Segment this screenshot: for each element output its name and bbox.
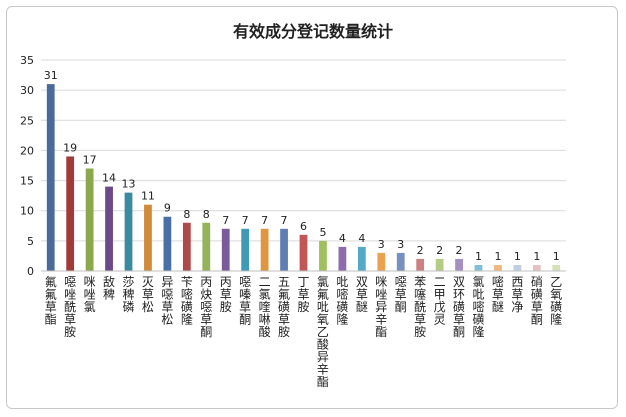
bar <box>280 228 288 271</box>
y-tick-label: 5 <box>27 235 34 248</box>
y-axis-ticks: 0 5 10 15 20 25 30 35 <box>20 54 34 278</box>
bar <box>455 258 463 271</box>
bar <box>474 264 483 271</box>
chart-title: 有效成分登记数量统计 <box>233 22 393 41</box>
x-category-label: 丙炔噁草酮 <box>200 275 212 339</box>
x-category-label: 氟氟草酯 <box>45 275 57 327</box>
x-category-label: 五氟磺草胺 <box>278 275 290 339</box>
bar <box>202 222 211 271</box>
bar <box>357 246 366 271</box>
data-label: 17 <box>83 154 97 167</box>
bars <box>46 84 561 271</box>
bar <box>299 234 308 271</box>
bar <box>260 228 269 271</box>
data-label: 2 <box>456 244 463 257</box>
bar <box>144 204 152 271</box>
data-label: 13 <box>122 178 136 191</box>
bar <box>241 228 250 271</box>
data-label: 1 <box>475 250 482 263</box>
y-tick-label: 35 <box>20 54 34 67</box>
data-label: 14 <box>102 172 116 185</box>
bar <box>435 258 444 271</box>
data-label: 31 <box>44 69 58 82</box>
data-label: 4 <box>358 232 365 245</box>
x-category-label: 吡嘧磺隆 <box>336 275 348 327</box>
bar <box>416 258 425 271</box>
data-label: 11 <box>141 190 155 203</box>
data-label: 4 <box>339 232 346 245</box>
x-category-label: 苯噻酰草胺 <box>414 275 426 339</box>
data-label: 1 <box>494 250 501 263</box>
data-label: 9 <box>164 202 171 215</box>
bar <box>396 252 405 271</box>
x-axis-categories: 氟氟草酯噁唑酰草胺咪唑氯敌稗莎稗磷灭草松异噁草松苄嘧磺隆丙炔噁草酮丙草胺噁嗪草酮… <box>45 274 563 389</box>
x-category-label: 双环磺草酮 <box>453 275 465 339</box>
x-category-label: 异噁草松 <box>161 275 173 327</box>
data-label: 7 <box>242 214 249 227</box>
bar <box>319 240 327 271</box>
data-label: 2 <box>436 244 443 257</box>
x-category-label: 西草净 <box>511 275 523 314</box>
data-label: 6 <box>300 220 307 233</box>
gridlines <box>41 59 566 242</box>
x-category-label: 丙草胺 <box>220 275 232 314</box>
data-label: 7 <box>261 214 268 227</box>
x-category-label: 二氯喹啉酸 <box>259 275 271 339</box>
y-tick-label: 0 <box>27 265 34 278</box>
bar <box>494 264 502 271</box>
x-category-label: 氯吡嘧磺隆 <box>472 275 484 339</box>
bar <box>46 84 55 271</box>
bar <box>221 228 230 271</box>
data-label: 5 <box>319 226 326 239</box>
bar <box>338 246 347 271</box>
x-category-label: 噁草酮 <box>395 275 407 314</box>
x-category-label: 咪唑异辛酯 <box>375 275 387 339</box>
x-category-label: 氯氟吡氧乙酸异辛酯 <box>317 275 329 389</box>
bar <box>124 192 133 271</box>
x-category-label: 灭草松 <box>142 275 154 314</box>
bar <box>513 264 522 271</box>
data-label: 8 <box>183 208 190 221</box>
bar <box>66 156 75 271</box>
bar <box>377 252 386 271</box>
y-tick-label: 25 <box>20 114 34 127</box>
data-label: 1 <box>533 250 540 263</box>
y-tick-label: 30 <box>20 84 34 97</box>
data-label: 8 <box>203 208 210 221</box>
x-category-label: 丁草胺 <box>297 275 309 314</box>
bar <box>532 264 541 271</box>
bar <box>163 216 172 271</box>
bar <box>85 168 94 271</box>
data-label: 1 <box>553 250 560 263</box>
x-category-label: 莎稗磷 <box>122 275 134 314</box>
bar <box>552 264 561 271</box>
x-category-label: 敌稗 <box>103 274 115 302</box>
data-label: 1 <box>514 250 521 263</box>
x-category-label: 硝磺草酮 <box>531 275 543 327</box>
x-category-label: 二甲戊灵 <box>434 275 446 327</box>
x-category-label: 噁唑酰草胺 <box>64 275 76 339</box>
y-tick-label: 10 <box>20 205 34 218</box>
x-category-label: 咪唑氯 <box>84 275 96 314</box>
x-category-label: 噁嗪草酮 <box>239 275 251 327</box>
bar <box>182 222 191 271</box>
data-label: 3 <box>378 238 385 251</box>
x-category-label: 苄嘧磺隆 <box>181 275 193 327</box>
data-label: 3 <box>397 238 404 251</box>
bar <box>105 186 113 271</box>
y-tick-label: 20 <box>20 144 34 157</box>
data-label: 19 <box>63 141 77 154</box>
data-label: 7 <box>222 214 229 227</box>
x-category-label: 嘧草醚 <box>492 275 504 314</box>
data-label: 7 <box>281 214 288 227</box>
data-label: 2 <box>417 244 424 257</box>
x-category-label: 乙氧磺隆 <box>550 275 562 327</box>
x-category-label: 双草醚 <box>356 275 368 314</box>
y-tick-label: 15 <box>20 175 34 188</box>
